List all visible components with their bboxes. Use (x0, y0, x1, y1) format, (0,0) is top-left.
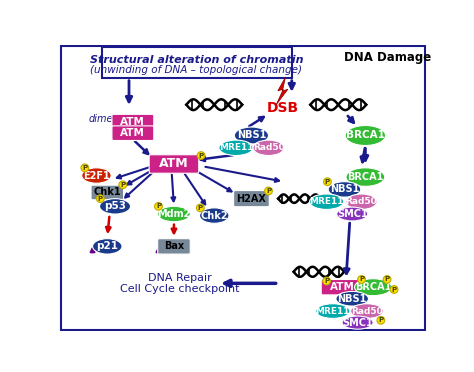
Circle shape (197, 152, 205, 159)
Text: NBS1: NBS1 (337, 294, 367, 304)
Ellipse shape (310, 194, 344, 209)
Ellipse shape (342, 316, 373, 329)
Text: P: P (156, 203, 161, 209)
Text: P: P (378, 317, 383, 323)
Circle shape (383, 276, 391, 283)
Ellipse shape (336, 291, 368, 306)
Ellipse shape (346, 194, 377, 209)
Ellipse shape (82, 168, 111, 183)
Text: p53: p53 (104, 201, 126, 211)
Text: (unwinding of DNA – topological change): (unwinding of DNA – topological change) (91, 65, 302, 75)
Ellipse shape (355, 279, 392, 296)
Ellipse shape (328, 182, 361, 197)
FancyBboxPatch shape (149, 155, 199, 173)
Text: p21: p21 (96, 241, 118, 251)
Text: MRE11: MRE11 (316, 307, 350, 315)
Ellipse shape (337, 207, 368, 221)
Text: H2AX: H2AX (237, 194, 266, 203)
Text: P: P (120, 182, 125, 188)
Text: BRCA1: BRCA1 (347, 172, 383, 182)
Text: P: P (98, 196, 103, 202)
Text: DSB: DSB (267, 101, 299, 115)
Circle shape (357, 276, 365, 283)
Text: P: P (325, 179, 330, 185)
Text: ATM: ATM (120, 117, 146, 126)
Ellipse shape (92, 239, 122, 254)
FancyBboxPatch shape (321, 279, 363, 295)
Text: Structural alteration of chromatin: Structural alteration of chromatin (90, 55, 303, 65)
Text: Rad50: Rad50 (351, 307, 383, 315)
Text: P: P (198, 205, 203, 211)
Text: Rad50: Rad50 (346, 197, 377, 206)
Text: Rad50: Rad50 (253, 143, 284, 152)
Circle shape (155, 202, 162, 210)
Circle shape (96, 195, 104, 202)
Text: MRE11: MRE11 (219, 143, 253, 152)
Text: P: P (266, 188, 271, 194)
Circle shape (264, 187, 273, 195)
Text: NBS1: NBS1 (237, 131, 266, 141)
Text: MRE11: MRE11 (310, 197, 344, 206)
Ellipse shape (345, 125, 385, 145)
Circle shape (81, 164, 89, 172)
Ellipse shape (200, 208, 229, 223)
Text: dimer: dimer (89, 114, 117, 124)
Text: P: P (82, 165, 87, 171)
Text: P: P (384, 276, 390, 282)
Text: BRCA1: BRCA1 (355, 282, 392, 292)
Ellipse shape (351, 304, 383, 318)
Text: P: P (392, 286, 397, 292)
FancyBboxPatch shape (112, 126, 154, 141)
Text: ATM: ATM (159, 157, 189, 170)
Text: E2F1: E2F1 (83, 170, 110, 180)
Text: ATM: ATM (120, 128, 146, 138)
Circle shape (390, 286, 398, 294)
Text: SMC1: SMC1 (337, 209, 367, 219)
Text: Bax: Bax (164, 241, 184, 251)
Polygon shape (276, 77, 288, 105)
Circle shape (377, 317, 385, 324)
Circle shape (119, 181, 127, 189)
Text: BRCA1: BRCA1 (346, 131, 385, 141)
Ellipse shape (346, 168, 385, 186)
Circle shape (196, 204, 204, 212)
FancyBboxPatch shape (91, 185, 124, 200)
Text: DNA Damage: DNA Damage (345, 51, 432, 64)
Ellipse shape (316, 304, 350, 318)
Text: P: P (324, 278, 329, 284)
Text: NBS1: NBS1 (330, 185, 359, 195)
Text: Mdm2: Mdm2 (157, 209, 191, 219)
Circle shape (323, 277, 330, 285)
FancyBboxPatch shape (112, 114, 154, 129)
Text: P: P (199, 153, 204, 158)
Ellipse shape (219, 140, 253, 155)
Text: Chk1: Chk1 (93, 187, 121, 198)
Ellipse shape (100, 199, 130, 214)
Ellipse shape (235, 127, 268, 144)
Ellipse shape (253, 140, 284, 155)
Ellipse shape (158, 206, 190, 222)
FancyBboxPatch shape (158, 239, 190, 254)
Text: P: P (359, 276, 364, 282)
Text: ATM: ATM (330, 282, 355, 292)
Text: SMC1: SMC1 (342, 318, 373, 328)
Text: Chk2: Chk2 (201, 211, 228, 221)
Text: DNA Repair
Cell Cycle checkpoint: DNA Repair Cell Cycle checkpoint (119, 273, 239, 294)
FancyBboxPatch shape (234, 190, 269, 207)
Circle shape (324, 178, 331, 186)
